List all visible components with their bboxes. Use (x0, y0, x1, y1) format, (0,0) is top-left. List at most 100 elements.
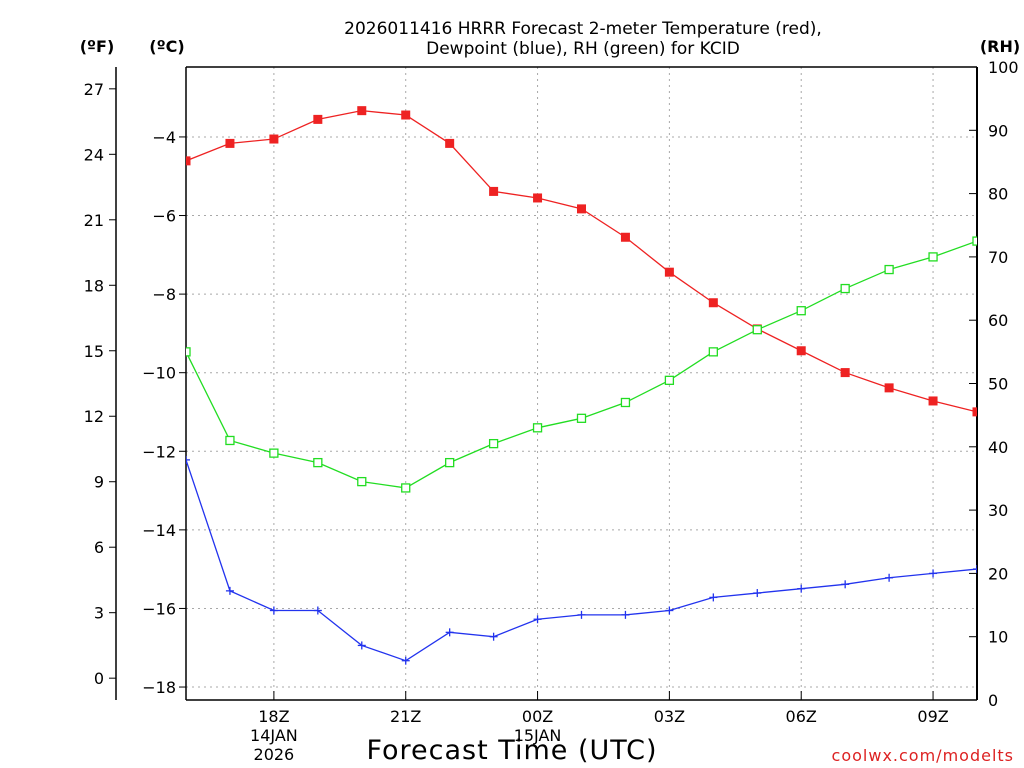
series-0-point-7 (489, 186, 499, 196)
series-1-point-7 (489, 632, 498, 641)
series-line-0 (186, 109, 977, 413)
series-1-point-12 (709, 593, 718, 602)
series-0-point-16 (884, 383, 894, 393)
series-2-point-14 (796, 306, 806, 316)
series-1-point-0 (186, 455, 190, 464)
rh-tick-label-2: 20 (988, 564, 1008, 583)
series-2-point-15 (840, 283, 850, 294)
series-2 (186, 236, 977, 493)
rh-tick-label-4: 40 (988, 438, 1008, 457)
series-2-point-13 (752, 325, 762, 335)
axes (109, 66, 978, 701)
x-tick-label-0-1: 14JAN (250, 726, 298, 745)
fahrenheit-tick-label-7: 21 (84, 211, 104, 230)
rh-tick-label-3: 30 (988, 501, 1008, 520)
rh-tick-label-6: 60 (988, 311, 1008, 330)
rh-tick-label-5: 50 (988, 375, 1008, 394)
series-1-point-15 (841, 580, 850, 589)
series-2-point-10 (620, 397, 631, 408)
series-0-point-15 (840, 368, 850, 378)
chart-title-line-1: 2026011416 HRRR Forecast 2-meter Tempera… (344, 19, 822, 39)
celsius-tick-label-0: −18 (142, 678, 176, 697)
series-0-point-9 (577, 204, 586, 214)
fahrenheit-tick-label-2: 6 (94, 538, 104, 557)
x-tick-label-2-0: 00Z (522, 707, 553, 726)
x-tick-label-4-0: 06Z (786, 707, 817, 726)
rh-tick-label-0: 0 (988, 691, 998, 710)
fahrenheit-tick-label-0: 0 (94, 669, 104, 688)
series-2-point-3 (313, 457, 323, 468)
series-1-point-1 (225, 586, 234, 595)
x-tick-label-5-0: 09Z (917, 707, 948, 726)
x-tick-label-0-2: 2026 (254, 745, 295, 764)
rh-unit-label: (RH) (980, 37, 1020, 56)
x-tick-label-2-1: 15JAN (514, 726, 562, 745)
series-1-point-3 (313, 606, 322, 615)
fahrenheit-tick-label-6: 18 (84, 276, 104, 295)
chart-title-line-2: Dewpoint (blue), RH (green) for KCID (426, 39, 740, 59)
rh-tick-label-7: 70 (988, 248, 1008, 267)
x-axis-label: Forecast Time (UTC) (366, 735, 657, 766)
watermark: coolwx.com/modelts (832, 746, 1014, 765)
series-2-point-9 (576, 413, 587, 423)
celsius-unit-label: (ºC) (149, 37, 184, 56)
celsius-tick-label-4: −10 (142, 364, 176, 383)
series-0-point-2 (269, 134, 279, 144)
series-2-point-11 (664, 375, 675, 385)
series-1-point-17 (929, 569, 938, 578)
series-1-point-10 (621, 610, 630, 619)
series-0-point-18 (972, 407, 977, 417)
series-2-point-18 (972, 236, 977, 246)
celsius-tick-label-6: −6 (152, 207, 176, 226)
series-2-point-8 (532, 423, 543, 433)
series-2-point-7 (488, 438, 499, 449)
series-2-point-6 (445, 457, 455, 468)
series-1-point-5 (401, 656, 410, 665)
fahrenheit-tick-label-9: 27 (84, 80, 104, 99)
fahrenheit-tick-label-4: 12 (84, 407, 104, 426)
series-1-point-4 (357, 641, 366, 650)
series-0-point-3 (313, 114, 323, 124)
fahrenheit-tick-label-3: 9 (94, 473, 104, 492)
series-2-point-4 (357, 476, 367, 487)
series-0-point-5 (401, 110, 411, 120)
x-tick-label-1-0: 21Z (390, 707, 421, 726)
series-1-point-2 (269, 606, 278, 615)
tick-labels: 0 3 6 9 12 15 18 21 24 27 −18 −16 −14 −12 −10 −8 −6 −4 0 10… (84, 58, 1019, 764)
series-1-point-8 (533, 615, 542, 624)
series-0-point-4 (357, 106, 367, 116)
x-tick-label-3-0: 03Z (654, 707, 685, 726)
series-1-point-14 (797, 584, 806, 593)
series-0 (186, 106, 977, 417)
series-line-1 (186, 459, 977, 662)
series-0-point-11 (664, 267, 674, 277)
grid-lines (186, 67, 977, 700)
celsius-tick-label-1: −16 (142, 599, 176, 618)
series-1-point-9 (577, 610, 586, 619)
celsius-tick-label-2: −14 (142, 521, 176, 540)
series-2-point-2 (269, 448, 279, 458)
series-1-point-16 (885, 573, 894, 582)
series-2-point-17 (928, 252, 938, 262)
series-1-point-13 (753, 589, 762, 598)
fahrenheit-tick-label-8: 24 (84, 145, 104, 164)
rh-tick-label-1: 10 (988, 628, 1008, 647)
series-0-point-1 (225, 138, 235, 148)
series-1-point-11 (665, 606, 674, 615)
celsius-tick-label-5: −8 (152, 285, 176, 304)
series-0-point-17 (928, 396, 938, 406)
fahrenheit-unit-label: (ºF) (80, 37, 115, 56)
x-tick-label-0-0: 18Z (258, 707, 289, 726)
series-2-point-5 (401, 483, 411, 493)
series-0-point-6 (445, 138, 455, 148)
series-0-point-12 (708, 298, 718, 308)
series-1-point-18 (973, 565, 977, 574)
series-0-point-0 (186, 156, 191, 166)
series-1 (186, 455, 977, 665)
series-2-point-12 (708, 347, 718, 357)
rh-tick-label-9: 90 (988, 121, 1008, 140)
data-series (186, 106, 977, 665)
series-2-point-16 (884, 264, 894, 275)
rh-tick-label-10: 100 (988, 58, 1019, 77)
